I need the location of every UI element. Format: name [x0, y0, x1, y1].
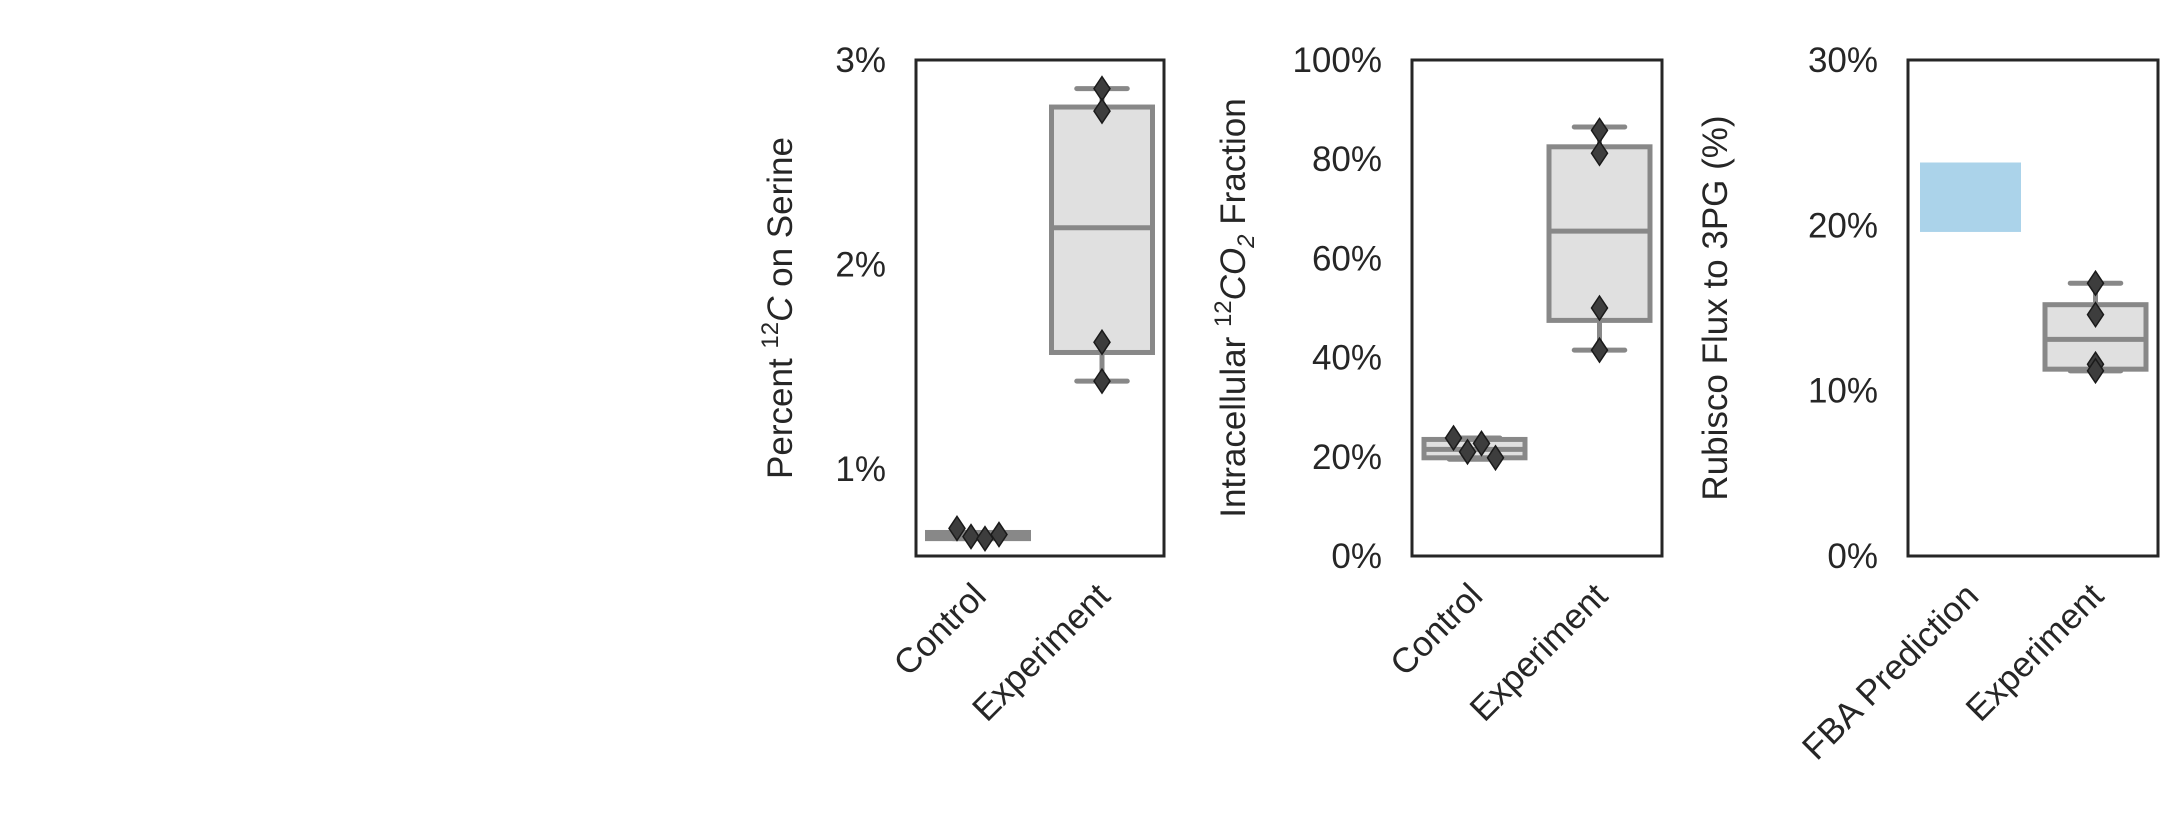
y-tick-label: 40%	[1312, 339, 1382, 378]
data-point	[1093, 367, 1111, 395]
data-point	[1458, 438, 1477, 466]
y-tick-label: 30%	[1808, 41, 1878, 80]
data-point	[1590, 139, 1609, 167]
data-point	[1093, 328, 1111, 356]
y-axis-label: Intracellular 12CO2 Fraction	[1210, 98, 1260, 517]
y-tick-label: 3%	[835, 41, 886, 80]
data-point	[990, 521, 1008, 548]
y-tick-label: 20%	[1808, 206, 1878, 245]
data-point	[1590, 336, 1609, 364]
y-tick-label: 100%	[1292, 41, 1382, 80]
x-tick-label: FBA Prediction	[1795, 576, 1986, 767]
x-tick-label: Control	[1383, 576, 1490, 683]
y-axis-label: Rubisco Flux to 3PG (%)	[1696, 115, 1735, 500]
y-tick-label: 0%	[1331, 537, 1382, 576]
y-tick-label: 1%	[835, 450, 886, 489]
data-point	[2086, 269, 2105, 297]
y-axis-label: Percent 12C on Serine	[757, 137, 800, 479]
data-point	[1472, 430, 1491, 457]
data-point	[2086, 301, 2105, 328]
plot-frame-3	[1906, 58, 2160, 558]
y-tick-label: 10%	[1808, 372, 1878, 411]
y-tick-label: 2%	[835, 246, 886, 285]
data-point	[948, 515, 966, 542]
data-point	[2086, 357, 2105, 385]
y-tick-label: 20%	[1312, 438, 1382, 477]
data-point	[1590, 117, 1609, 144]
data-point	[1093, 97, 1111, 125]
prediction-band-1	[1920, 162, 2021, 232]
x-tick-label: Experiment	[1462, 576, 1615, 729]
x-tick-label: Control	[886, 576, 993, 683]
plot-frame-1	[914, 58, 1166, 558]
data-point	[1486, 444, 1505, 472]
y-tick-label: 80%	[1312, 140, 1382, 179]
x-tick-label: Experiment	[1958, 576, 2111, 729]
y-tick-label: 60%	[1312, 239, 1382, 278]
data-point	[1444, 424, 1463, 452]
y-tick-label: 0%	[1827, 537, 1878, 576]
plot-frame-2	[1410, 58, 1664, 558]
data-point	[962, 523, 980, 550]
data-point	[1093, 75, 1111, 102]
data-point	[1590, 294, 1609, 322]
